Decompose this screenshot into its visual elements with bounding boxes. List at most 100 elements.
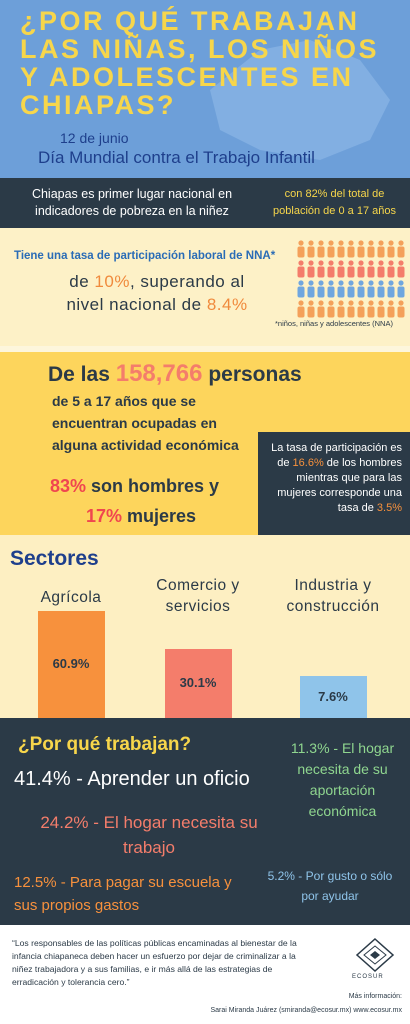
person-icon bbox=[387, 260, 395, 278]
person-icon bbox=[337, 280, 345, 298]
logo-icon bbox=[355, 937, 395, 973]
quote: “Los responsables de las políticas públi… bbox=[12, 938, 297, 987]
person-icon bbox=[297, 240, 305, 258]
person-icon bbox=[357, 300, 365, 318]
person-icon bbox=[317, 280, 325, 298]
reason: 24.2% - El hogar necesita su trabajo bbox=[40, 813, 258, 857]
person-icon bbox=[297, 300, 305, 318]
text: personas bbox=[202, 363, 302, 386]
people-icons bbox=[297, 240, 405, 318]
person-icon bbox=[357, 260, 365, 278]
women-line: 17% mujeres bbox=[86, 506, 196, 527]
footer: “Los responsables de las políticas públi… bbox=[0, 925, 410, 1024]
more-info: Más información: bbox=[348, 993, 402, 1000]
reasons-title: ¿Por qué trabajan? bbox=[18, 734, 192, 755]
person-icon bbox=[367, 300, 375, 318]
category-label: Comercio y servicios bbox=[156, 577, 240, 615]
person-icon bbox=[307, 260, 315, 278]
person-icon bbox=[387, 280, 395, 298]
person-icon bbox=[377, 240, 385, 258]
chart-title: Sectores bbox=[10, 547, 99, 570]
title-line: CHIAPAS? bbox=[20, 90, 177, 120]
person-icon bbox=[397, 280, 405, 298]
value-label: 60.9% bbox=[52, 656, 90, 671]
person-icon bbox=[327, 300, 335, 318]
person-icon bbox=[347, 300, 355, 318]
bar bbox=[164, 648, 232, 718]
person-icon bbox=[347, 280, 355, 298]
sectors: Sectores Agrícola 60.9% Comercio y servici… bbox=[0, 535, 410, 718]
date: 12 de junio bbox=[60, 130, 129, 146]
person-icon bbox=[307, 280, 315, 298]
men-pct: 83% bbox=[50, 476, 87, 496]
text: De las bbox=[48, 363, 116, 386]
participation: Tiene una tasa de participación laboral … bbox=[0, 228, 410, 346]
person-icon bbox=[337, 240, 345, 258]
person-icon bbox=[357, 280, 365, 298]
bar bbox=[299, 676, 367, 718]
employed-line: De las 158,766 personas bbox=[48, 360, 302, 388]
employed-number: 158,766 bbox=[115, 360, 203, 387]
person-icon bbox=[397, 240, 405, 258]
value-label: 7.6% bbox=[318, 689, 348, 704]
reason: 11.3% - El hogar necesita de su aportaci… bbox=[290, 740, 395, 819]
women-pct: 17% bbox=[86, 506, 123, 526]
category-label: Industria y construcción bbox=[286, 577, 380, 615]
participation-text: de 10%, superando al nivel nacional de 8… bbox=[52, 270, 262, 316]
reason: 41.4% - Aprender un oficio bbox=[14, 768, 250, 790]
logo-text: ECOSUR bbox=[352, 974, 384, 980]
person-icon bbox=[317, 300, 325, 318]
person-icon bbox=[317, 240, 325, 258]
employed: De las 158,766 personas de 5 a 17 años q… bbox=[0, 352, 410, 535]
person-icon bbox=[297, 260, 305, 278]
person-icon bbox=[347, 260, 355, 278]
rate-box-text: La tasa de participación es de 16.6% de … bbox=[258, 432, 410, 516]
person-icon bbox=[347, 240, 355, 258]
person-icon bbox=[377, 280, 385, 298]
text: son hombres y bbox=[86, 476, 220, 496]
person-icon bbox=[327, 280, 335, 298]
subtitle: Día Mundial contra el Trabajo Infantil bbox=[38, 148, 315, 167]
text: La tasa de participación es de bbox=[271, 442, 402, 469]
person-icon bbox=[327, 240, 335, 258]
person-icon bbox=[307, 300, 315, 318]
poverty-stat: con 82% del total de población de 0 a 17… bbox=[273, 188, 396, 217]
map-shape bbox=[210, 40, 390, 160]
text: , superando al nivel nacional de bbox=[66, 272, 245, 314]
reason: 12.5% - Para pagar su escuela y sus prop… bbox=[14, 874, 232, 914]
note: *niños, niñas y adolescentes (NNA) bbox=[275, 319, 393, 328]
person-icon bbox=[297, 280, 305, 298]
poverty-text: Chiapas es primer lugar nacional en indi… bbox=[31, 187, 233, 218]
national-rate: 8.4% bbox=[206, 295, 248, 314]
text: mujeres bbox=[122, 506, 197, 526]
person-icon bbox=[397, 300, 405, 318]
person-icon bbox=[357, 240, 365, 258]
person-icon bbox=[307, 240, 315, 258]
men-line: 83% son hombres y bbox=[50, 476, 219, 497]
poverty-band: Chiapas es primer lugar nacional en indi… bbox=[0, 178, 410, 228]
title-line: Y ADOLESCENTES EN bbox=[20, 62, 354, 92]
title-line: LAS NIÑAS, LOS NIÑOS bbox=[20, 34, 380, 64]
reasons: ¿Por qué trabajan? 41.4% - Aprender un o… bbox=[0, 718, 410, 925]
person-icon bbox=[327, 260, 335, 278]
text: de bbox=[69, 272, 95, 291]
person-icon bbox=[377, 260, 385, 278]
person-icon bbox=[367, 260, 375, 278]
person-icon bbox=[387, 300, 395, 318]
employed-desc: de 5 a 17 años que se encuentran ocupada… bbox=[52, 393, 239, 453]
person-icon bbox=[367, 240, 375, 258]
person-icon bbox=[317, 260, 325, 278]
rate-box: La tasa de participación es de 16.6% de … bbox=[258, 432, 410, 535]
person-icon bbox=[367, 280, 375, 298]
men-rate: 16.6% bbox=[292, 457, 324, 469]
women-rate: 3.5% bbox=[376, 502, 402, 514]
divider bbox=[0, 346, 410, 352]
header: ¿POR QUÉ TRABAJAN LAS NIÑAS, LOS NIÑOS Y… bbox=[0, 0, 410, 178]
category-label: Agrícola bbox=[40, 589, 102, 606]
person-icon bbox=[337, 300, 345, 318]
text: de los hombres mientras que para las muj… bbox=[277, 457, 402, 514]
value-label: 30.1% bbox=[179, 675, 217, 691]
person-icon bbox=[387, 240, 395, 258]
reason: 5.2% - Por gusto o sólo por ayudar bbox=[267, 869, 393, 903]
